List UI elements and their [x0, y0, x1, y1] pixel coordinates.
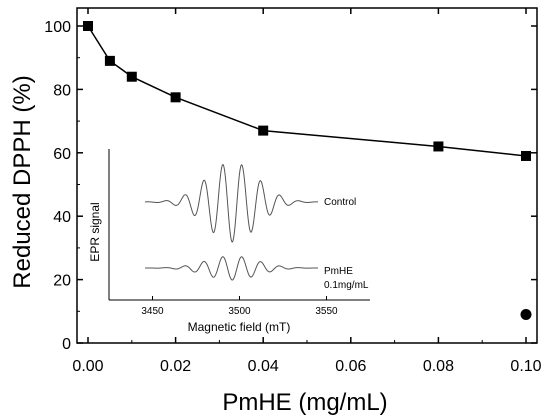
y-axis-title: Reduced DPPH (%)	[9, 75, 36, 288]
data-point-circle	[520, 308, 532, 320]
epr-control-spectrum	[145, 163, 318, 243]
data-point-square	[126, 71, 137, 82]
inset-x-tick-label: 3550	[315, 306, 338, 317]
data-point-square	[83, 21, 93, 31]
epr-inset: 3450 3500 3550 Magnetic field (mT) EPR signa…	[88, 149, 370, 334]
epr-pmhe-spectrum	[145, 256, 318, 281]
y-tick-label: 60	[53, 146, 71, 163]
y-tick-label: 20	[53, 273, 71, 290]
x-tick-label: 0.08	[423, 358, 454, 375]
data-point-square	[521, 150, 531, 161]
x-axis-title: PmHE (mg/mL)	[222, 389, 387, 416]
data-point-square	[170, 92, 181, 103]
y-tick-label: 100	[44, 19, 71, 36]
inset-y-title: EPR signal	[88, 202, 102, 261]
data-point-square	[433, 141, 444, 152]
inset-label-concentration: 0.1mg/mL	[324, 280, 369, 291]
series-line	[87, 25, 527, 157]
x-tick-label: 0.10	[510, 358, 541, 375]
y-tick-label: 40	[53, 209, 71, 226]
inset-x-title: Magnetic field (mT)	[188, 320, 291, 334]
data-point-square	[258, 125, 269, 136]
x-tick-label: 0.06	[335, 358, 366, 375]
x-tick-label: 0.00	[72, 358, 103, 375]
inset-label-pmhe: PmHE	[324, 266, 353, 277]
y-tick-label: 80	[53, 82, 71, 99]
plot-frame	[76, 7, 538, 344]
x-tick-label: 0.04	[248, 358, 279, 375]
y-tick-label: 0	[62, 336, 71, 353]
inset-label-control: Control	[324, 197, 356, 208]
x-tick-label: 0.02	[160, 358, 191, 375]
data-point-square	[104, 55, 115, 66]
inset-x-tick-label: 3500	[228, 306, 251, 317]
inset-x-tick-label: 3450	[141, 306, 164, 317]
main-plot: 0 20 40 60 80 100 0.00 0.02 0.04 0.06 0.08 0.10 PmHE…	[9, 7, 542, 416]
